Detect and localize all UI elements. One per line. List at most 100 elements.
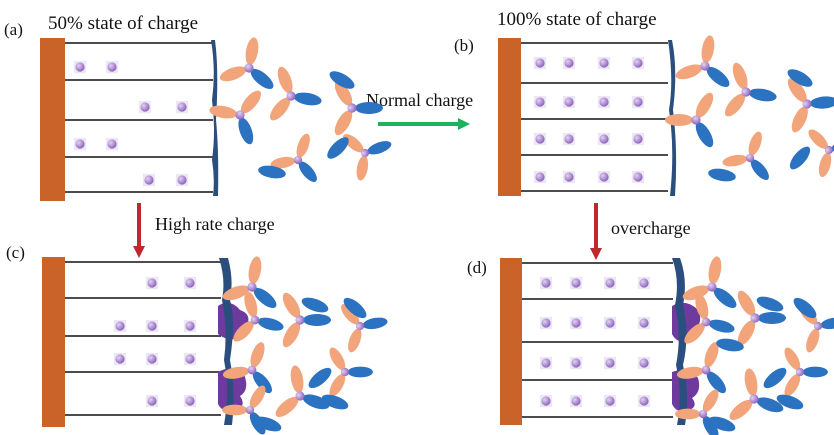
- solvent-molecule: [219, 66, 247, 82]
- solvation-cluster: [724, 62, 777, 117]
- solvent-molecule: [695, 92, 714, 118]
- solvent-molecule: [270, 156, 296, 169]
- solvent-molecule: [675, 408, 701, 420]
- lithium-ion: [535, 134, 545, 144]
- solvent-molecule: [809, 96, 834, 109]
- solvent-molecule: [682, 285, 710, 301]
- solvent-molecule: [253, 287, 277, 309]
- solvent-molecule: [758, 312, 786, 324]
- solvated-lithium-ion: [741, 87, 751, 97]
- lithium-ion: [599, 97, 609, 107]
- lithium-ion: [541, 318, 551, 328]
- solvent-molecule: [249, 385, 266, 408]
- solvated-lithium-ion: [295, 315, 305, 325]
- solvated-lithium-ion: [295, 391, 305, 401]
- solvent-molecule: [293, 92, 322, 106]
- lithium-ion: [639, 358, 649, 368]
- panel-b-letter: (b): [454, 36, 474, 55]
- solvent-molecule: [732, 62, 748, 90]
- solvent-molecule: [706, 66, 730, 88]
- solvation-cluster: [270, 133, 317, 182]
- solvent-molecule: [355, 102, 383, 114]
- lithium-ion: [541, 278, 551, 288]
- lithium-ion: [535, 172, 545, 182]
- solvation-cluster: [737, 290, 786, 346]
- lithium-ion: [599, 172, 609, 182]
- solvation-cluster: [341, 304, 388, 353]
- lithium-ion: [147, 278, 157, 288]
- solvent-molecule: [748, 131, 762, 156]
- solvation-cluster: [233, 291, 284, 342]
- lithium-ion: [605, 396, 615, 406]
- solvent-molecule: [238, 117, 254, 145]
- lithium-ion: [599, 134, 609, 144]
- high-rate-charge-label: High rate charge: [155, 214, 275, 234]
- solvation-cluster: [282, 292, 331, 348]
- solvent-molecule: [784, 374, 801, 397]
- solvent-molecule: [706, 371, 726, 394]
- solvent-molecule: [327, 137, 349, 159]
- solvated-lithium-ion: [813, 321, 823, 331]
- solvent-molecule: [248, 256, 262, 285]
- panel-c-letter: (c): [6, 243, 25, 262]
- lithium-ion: [177, 102, 187, 112]
- solvent-molecule: [676, 366, 704, 379]
- solvent-molecule: [282, 322, 301, 348]
- solvent-molecule: [282, 292, 301, 318]
- lithium-ion: [541, 396, 551, 406]
- solvent-molecule: [222, 285, 250, 301]
- lithium-ion: [185, 354, 195, 364]
- solvent-molecule: [258, 165, 286, 179]
- solvated-lithium-ion: [691, 115, 701, 125]
- solvent-molecule: [724, 93, 746, 117]
- solvation-cluster: [808, 129, 834, 178]
- overcharge-label: overcharge: [611, 218, 691, 238]
- solvent-molecule: [695, 122, 714, 148]
- solvation-cluster: [269, 66, 322, 121]
- lithium-ion: [144, 175, 154, 185]
- solvated-lithium-ion: [235, 110, 245, 120]
- lithium-ion: [140, 102, 150, 112]
- solvated-lithium-ion: [360, 148, 370, 158]
- solvent-molecule: [341, 304, 360, 325]
- lithium-ion: [599, 58, 609, 68]
- lithium-plating: [218, 302, 701, 412]
- solvent-molecule: [729, 399, 753, 421]
- solvent-molecule: [257, 317, 284, 331]
- solvation-cluster: [787, 78, 834, 133]
- lithium-ion: [571, 358, 581, 368]
- solvent-molecule: [209, 105, 238, 119]
- solvent-molecule: [684, 323, 705, 344]
- solvent-molecule: [708, 256, 722, 285]
- lithium-ion: [185, 396, 195, 406]
- lithium-ion: [535, 58, 545, 68]
- lithium-ion: [185, 321, 195, 331]
- solvent-molecule: [303, 314, 331, 326]
- solvent-molecule: [808, 129, 828, 149]
- lithium-ion: [571, 318, 581, 328]
- solvated-lithium-ion: [795, 367, 805, 377]
- solvent-molecule: [818, 152, 832, 178]
- solvent-molecule: [750, 159, 769, 180]
- solvation-cluster: [665, 92, 714, 148]
- solvent-molecule: [362, 317, 388, 330]
- solvation-cluster: [784, 347, 828, 397]
- solvent-molecule: [756, 296, 784, 312]
- solvent-molecule: [716, 338, 744, 352]
- lithium-ion: [147, 321, 157, 331]
- lithium-ion: [571, 278, 581, 288]
- lithium-ion: [564, 134, 574, 144]
- lithium-ion: [633, 134, 643, 144]
- lithium-ion: [115, 321, 125, 331]
- solvent-molecule: [806, 328, 820, 353]
- electrodes: [40, 38, 522, 427]
- lithium-ion: [107, 62, 117, 72]
- solvated-lithium-ion: [355, 321, 365, 331]
- high-rate-charge-arrow-head: [133, 246, 145, 258]
- solvent-molecule: [301, 297, 329, 313]
- solvent-molecule: [269, 97, 291, 121]
- graphite-layers: [65, 42, 673, 418]
- solvent-molecule: [737, 320, 756, 346]
- lithium-ion: [639, 318, 649, 328]
